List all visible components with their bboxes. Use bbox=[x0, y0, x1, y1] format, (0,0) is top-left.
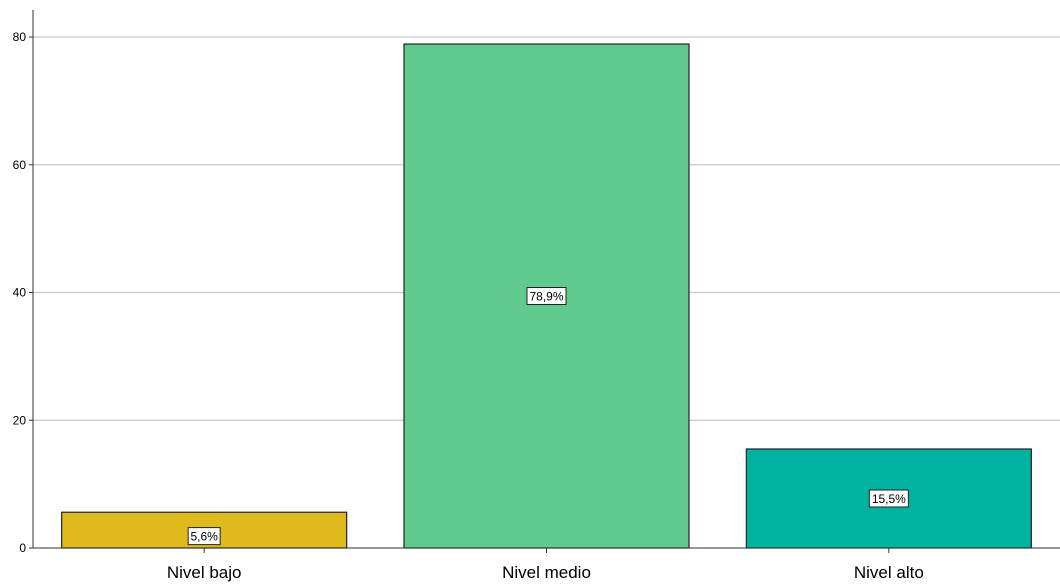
data-label: 5,6% bbox=[190, 530, 218, 544]
data-label: 15,5% bbox=[872, 492, 906, 506]
data-label-box bbox=[868, 489, 909, 508]
y-tick-label: 20 bbox=[13, 413, 27, 427]
y-tick-label: 40 bbox=[13, 286, 27, 300]
data-label-box bbox=[187, 527, 221, 546]
y-tick-label: 60 bbox=[13, 158, 27, 172]
x-tick-label: Nivel alto bbox=[854, 563, 924, 582]
data-label-box bbox=[526, 287, 567, 306]
data-label: 78,9% bbox=[529, 290, 563, 304]
x-tick-label: Nivel medio bbox=[502, 563, 591, 582]
axes bbox=[29, 10, 1060, 553]
y-tick-label: 0 bbox=[19, 541, 26, 555]
y-tick-label: 80 bbox=[13, 30, 27, 44]
labels: 0 20 40 60 80 5,6% Nivel bajo 78,9% Nivel medio 1… bbox=[13, 30, 924, 582]
x-tick-label: Nivel bajo bbox=[167, 563, 242, 582]
